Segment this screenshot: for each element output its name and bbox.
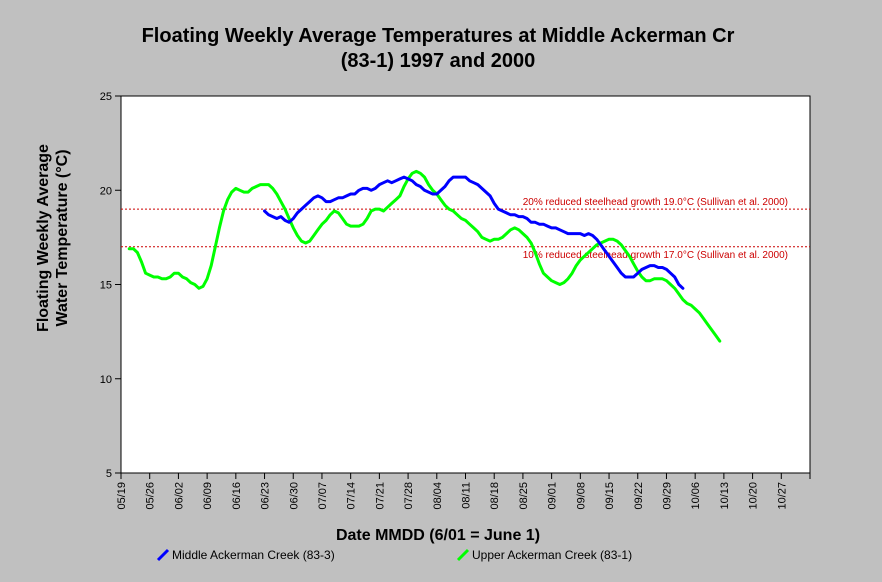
series-lines [127,169,722,343]
x-tick-label: 07/28 [403,482,415,510]
legend-swatch-upper [456,548,470,562]
x-tick-label: 10/06 [690,482,702,510]
legend-label-middle: Middle Ackerman Creek (83-3) [172,548,335,562]
legend: Middle Ackerman Creek (83-3) Upper Acker… [156,548,632,562]
reference-line-label: 20% reduced steelhead growth 19.0°C (Sul… [523,197,788,208]
x-tick-label: 09/29 [661,482,673,510]
x-tick-label: 10/20 [748,482,760,510]
y-tick-label: 10 [100,374,112,386]
x-tick-label: 09/15 [604,482,616,510]
x-tick-label: 10/13 [719,482,731,510]
reference-lines: 20% reduced steelhead growth 19.0°C (Sul… [121,197,810,261]
y-tick-label: 5 [106,468,112,480]
x-tick-label: 08/25 [518,482,530,510]
chart-title-line1: Floating Weekly Average Temperatures at … [142,25,735,47]
reference-line-label: 10% reduced steelhead growth 17.0°C (Sul… [523,250,788,261]
y-axis: 5 10 15 20 25 [100,91,121,480]
x-tick-label: 06/16 [231,482,243,510]
y-tick-label: 20 [100,185,112,197]
x-tick-label: 07/14 [346,482,358,510]
x-tick-label: 06/23 [260,482,272,510]
x-tick-label: 06/02 [173,482,185,510]
chart-title-line2: (83-1) 1997 and 2000 [341,50,536,72]
x-tick-label: 07/21 [374,482,386,510]
x-tick-label: 07/07 [317,482,329,510]
x-axis-title: Date MMDD (6/01 = June 1) [336,527,540,544]
x-tick-label: 08/11 [461,482,473,509]
x-tick-label: 08/04 [432,482,444,510]
x-tick-label: 09/08 [575,482,587,510]
x-tick-label: 05/19 [116,482,128,510]
y-axis-title-line1: Floating Weekly Average [35,144,52,332]
x-tick-label: 09/22 [633,482,645,510]
x-tick-label: 08/18 [489,482,501,510]
plot-area [120,95,811,474]
x-tick-label: 09/01 [547,482,559,510]
x-axis: 05/19 05/26 06/02 06/09 06/16 06/23 06/30 07/07… [116,473,811,510]
x-tick-label: 10/27 [776,482,788,510]
series-line-middle-ackerman [263,175,685,290]
x-tick-label: 06/30 [288,482,300,510]
y-tick-label: 25 [100,91,112,103]
legend-swatch-middle [156,548,170,562]
series-line-upper-ackerman [127,169,722,343]
x-tick-label: 05/26 [145,482,157,510]
y-tick-label: 15 [100,280,112,292]
legend-label-upper: Upper Ackerman Creek (83-1) [472,548,632,562]
y-axis-title-line2: Water Temperature (°C) [54,149,71,326]
x-tick-label: 06/09 [202,482,214,510]
